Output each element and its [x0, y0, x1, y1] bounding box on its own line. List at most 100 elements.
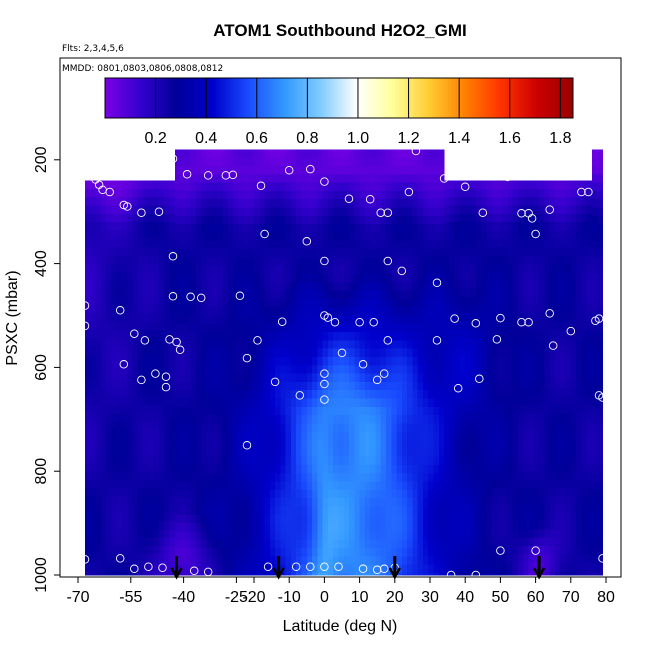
heat-cell: [359, 564, 366, 574]
heat-cell: [85, 338, 91, 348]
heat-cell: [243, 315, 250, 325]
heat-cell: [217, 564, 223, 574]
heat-cell: [190, 473, 197, 483]
heat-cell: [190, 357, 197, 366]
heat-cell: [338, 373, 345, 383]
heat-cell: [338, 365, 345, 375]
heat-cell: [190, 456, 197, 466]
heat-cell: [396, 556, 403, 566]
heat-cell: [401, 166, 408, 175]
heat-cell: [116, 263, 123, 273]
heat-cell: [486, 562, 493, 572]
heat-cell: [560, 388, 567, 398]
heat-cell: [433, 298, 440, 308]
heat-cell: [576, 496, 582, 506]
heat-cell: [481, 305, 487, 315]
heat-cell: [586, 529, 593, 539]
heat-cell: [533, 338, 540, 348]
heat-cell: [433, 357, 440, 366]
heat-cell: [280, 323, 287, 333]
heat-cell: [417, 572, 424, 576]
heat-cell: [491, 462, 498, 472]
heat-cell: [322, 298, 329, 308]
heat-cell: [174, 373, 181, 383]
heat-cell: [106, 288, 113, 298]
heat-cell: [444, 213, 450, 223]
heat-cell: [444, 238, 450, 248]
heat-cell: [459, 462, 466, 472]
heat-cell: [449, 554, 456, 564]
heat-cell: [137, 512, 144, 522]
heat-cell: [465, 213, 472, 223]
sample-point: [80, 321, 90, 331]
heat-cell: [549, 487, 556, 497]
heat-cell: [401, 448, 408, 458]
heat-cell: [465, 496, 472, 506]
heat-cell: [570, 363, 577, 373]
heat-cell: [201, 340, 208, 350]
heat-cell: [90, 446, 97, 456]
heat-cell: [148, 305, 155, 315]
heat-cell: [180, 365, 186, 375]
heat-cell: [206, 323, 213, 333]
heat-cell: [106, 496, 113, 506]
heat-cell: [412, 415, 419, 425]
heat-cell: [502, 496, 509, 506]
heat-cell: [338, 514, 345, 524]
heat-cell: [444, 346, 450, 356]
heat-cell: [317, 514, 324, 524]
heat-cell: [132, 305, 139, 315]
heat-cell: [222, 423, 229, 433]
heat-cell: [301, 423, 308, 433]
heat-cell: [238, 473, 245, 483]
heat-cell: [407, 548, 413, 557]
heat-cell: [254, 448, 260, 458]
heat-cell: [243, 539, 250, 549]
heat-cell: [238, 174, 245, 184]
heat-cell: [217, 215, 223, 225]
heat-cell: [343, 381, 350, 391]
heat-cell: [576, 280, 582, 290]
heat-cell: [290, 423, 297, 433]
heat-cell: [333, 431, 340, 441]
heat-cell: [454, 545, 461, 555]
heat-cell: [570, 529, 577, 539]
heat-cell: [269, 298, 276, 308]
heat-cell: [238, 415, 245, 425]
heat-cell: [158, 446, 165, 456]
heat-cell: [312, 373, 318, 383]
heat-cell: [100, 404, 107, 414]
heat-cell: [322, 174, 329, 184]
heat-cell: [306, 215, 313, 225]
heat-cell: [275, 489, 281, 499]
heat-cell: [306, 182, 313, 192]
heat-cell: [354, 232, 361, 242]
heat-cell: [412, 166, 419, 175]
heat-cell: [195, 215, 202, 225]
heat-cell: [185, 348, 192, 358]
heat-cell: [269, 464, 276, 474]
heat-cell: [449, 321, 456, 331]
heat-cell: [322, 481, 329, 491]
heat-cell: [195, 415, 202, 425]
heat-cell: [459, 346, 466, 356]
heat-cell: [581, 471, 588, 481]
heat-cell: [143, 521, 149, 530]
heat-cell: [586, 429, 593, 439]
heat-cell: [327, 182, 334, 192]
heat-cell: [153, 479, 160, 489]
heat-cell: [185, 157, 192, 167]
heat-cell: [502, 545, 509, 555]
heat-cell: [327, 489, 334, 499]
heat-cell: [222, 473, 229, 483]
heat-cell: [116, 479, 123, 489]
heat-cell: [85, 321, 91, 331]
heat-cell: [533, 197, 540, 207]
heat-cell: [95, 396, 102, 406]
heat-cell: [533, 413, 540, 422]
heat-cell: [386, 531, 392, 541]
heat-cell: [523, 545, 530, 555]
heat-cell: [243, 431, 250, 441]
heat-cell: [211, 224, 218, 234]
heat-cell: [190, 307, 197, 317]
